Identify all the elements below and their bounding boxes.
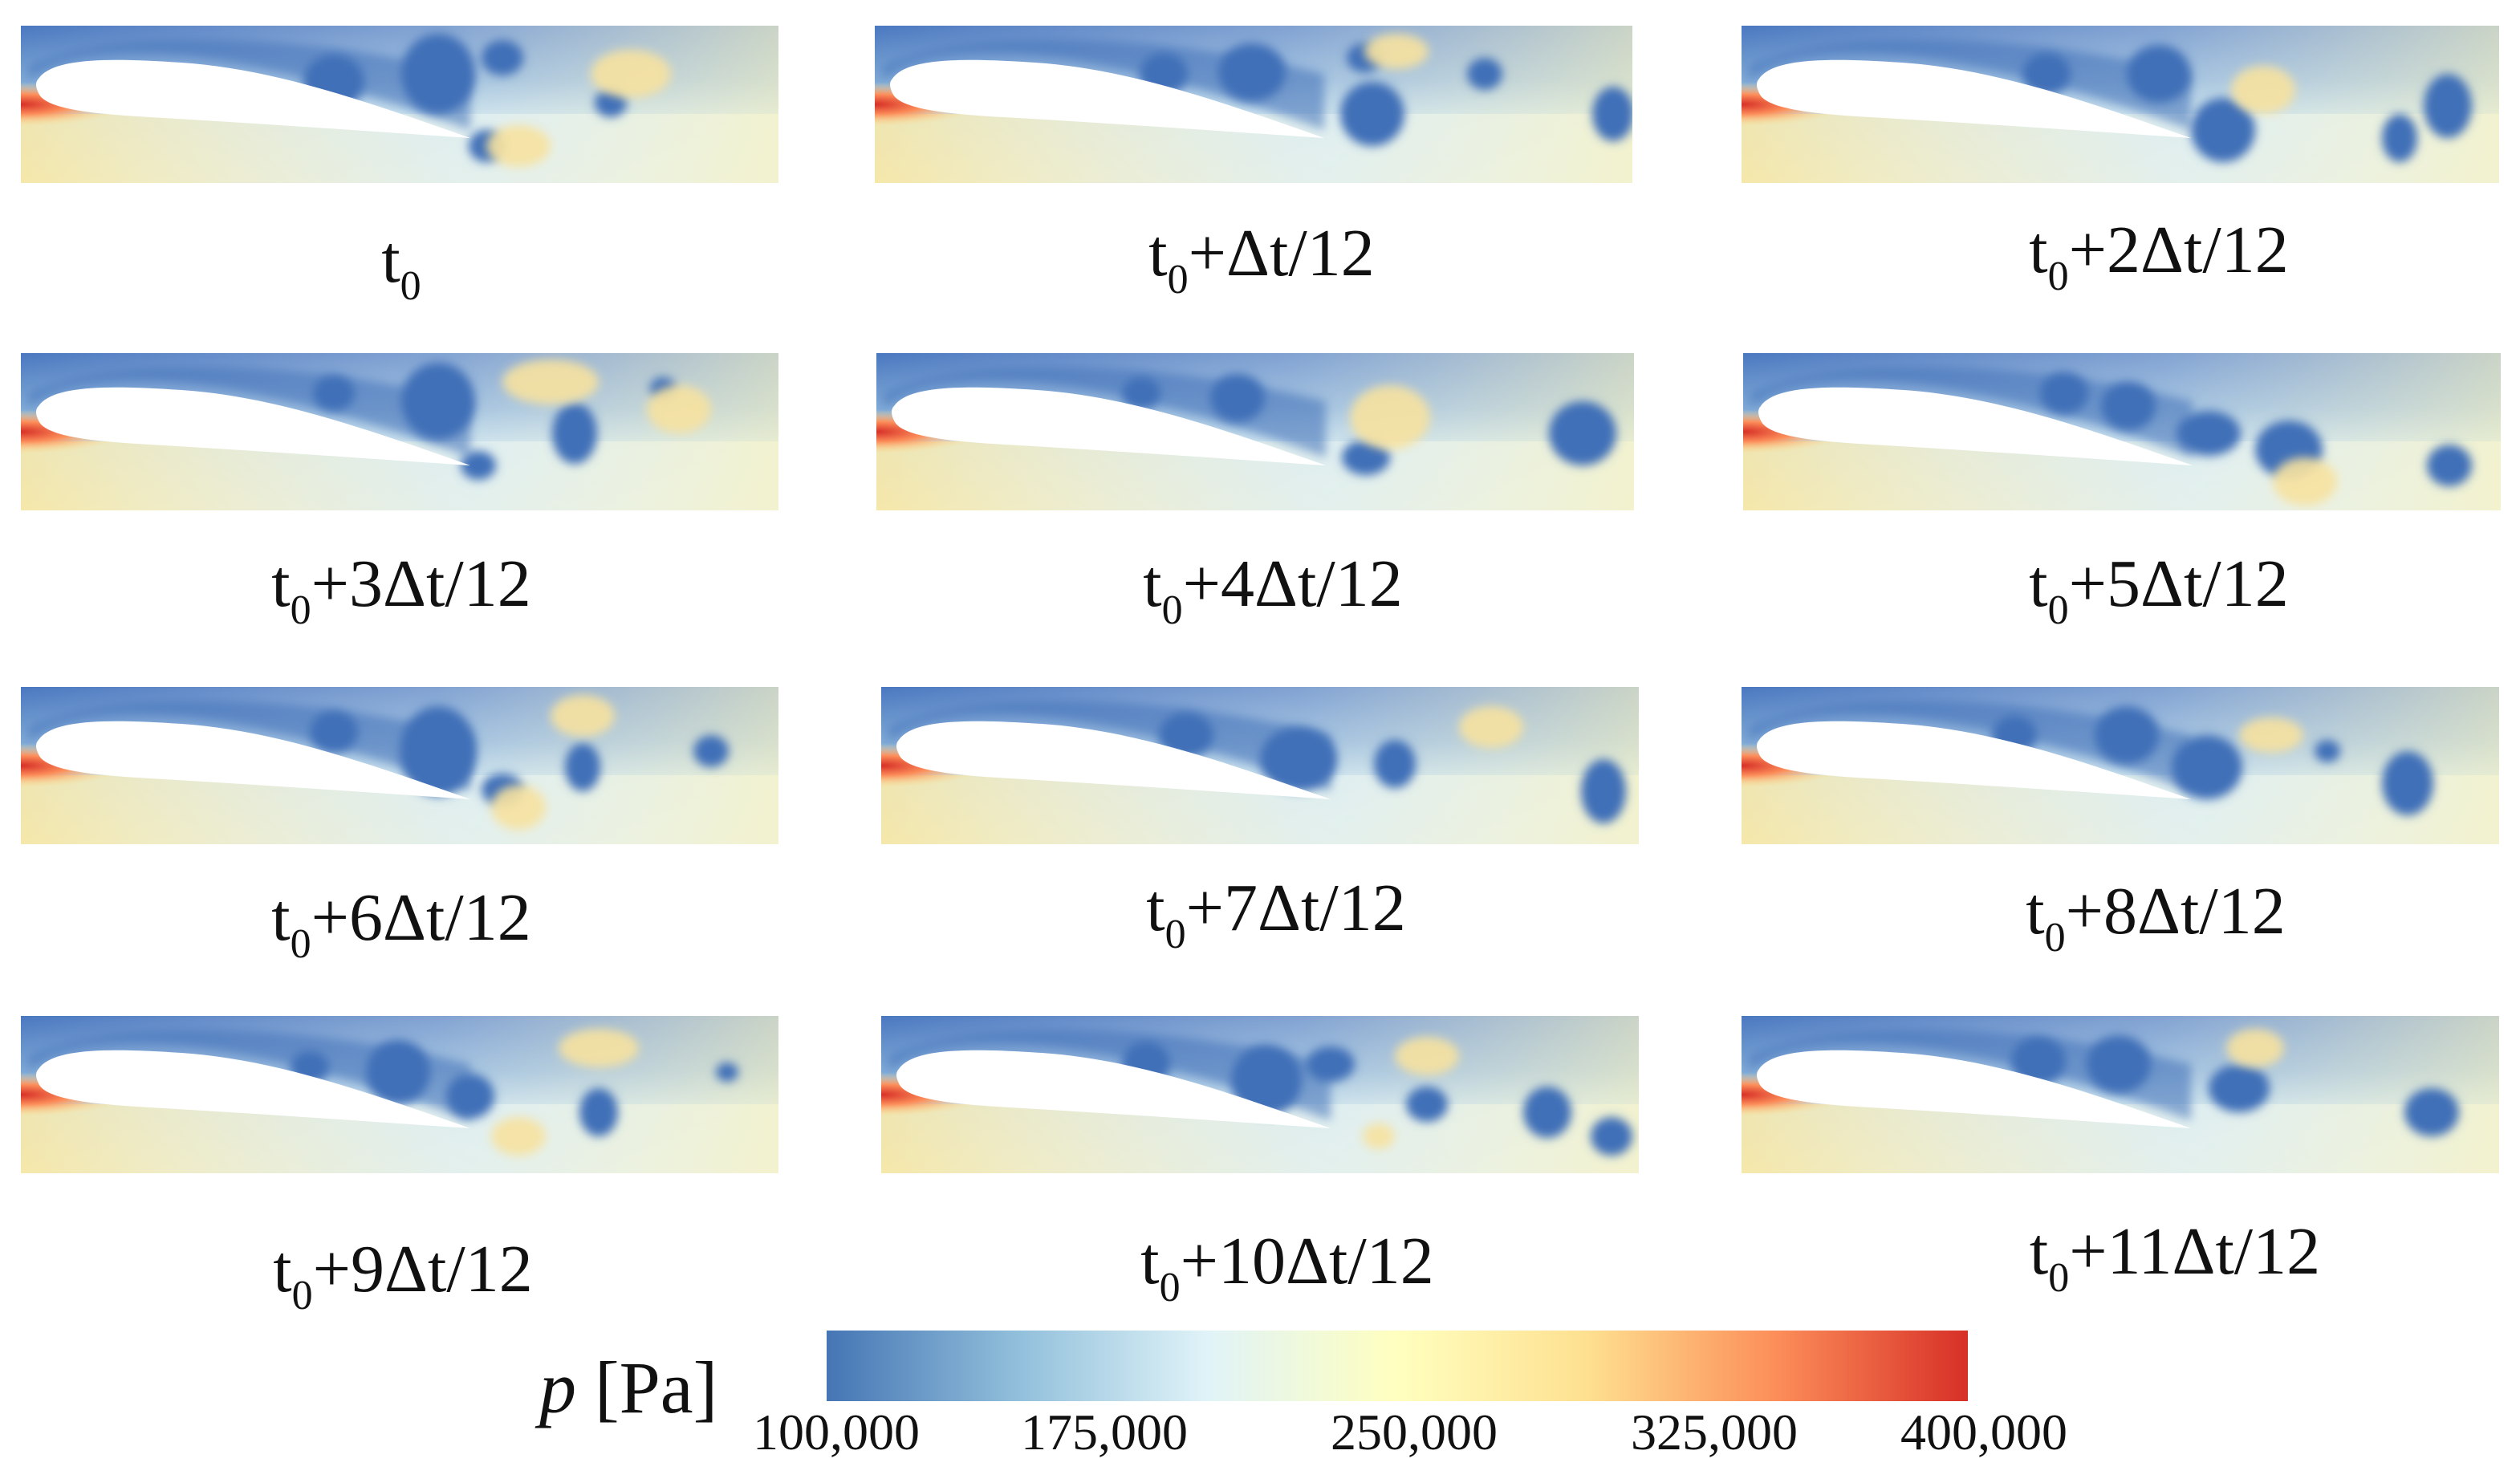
panel-label-3: t0+2Δt/12 xyxy=(2029,213,2289,299)
pressure-panel-4 xyxy=(21,353,778,510)
panel-label-1: t0 xyxy=(381,222,421,309)
pressure-panel-5 xyxy=(876,353,1634,510)
pressure-panel-11 xyxy=(881,1016,1639,1173)
panel-label-12: t0+11Δt/12 xyxy=(2029,1214,2321,1301)
colorbar-tick-4: 325,000 xyxy=(1631,1404,1798,1461)
panel-label-8: t0+7Δt/12 xyxy=(1146,871,1406,957)
airfoil-shape xyxy=(36,1050,470,1128)
airfoil-shape xyxy=(1758,387,2193,465)
pressure-field-plot xyxy=(21,687,778,844)
pressure-field-plot xyxy=(881,1016,1639,1173)
pressure-field-plot xyxy=(1743,353,2501,510)
panel-label-6: t0+5Δt/12 xyxy=(2029,546,2289,633)
panel-label-4: t0+3Δt/12 xyxy=(271,546,531,633)
airfoil-shape xyxy=(36,387,470,465)
colorbar-title: p [Pa] xyxy=(539,1347,718,1428)
airfoil-shape xyxy=(1757,721,2191,799)
pressure-panel-10 xyxy=(21,1016,778,1173)
pressure-panel-9 xyxy=(1742,687,2499,844)
pressure-field-plot xyxy=(21,353,778,510)
pressure-panel-8 xyxy=(881,687,1639,844)
pressure-field-plot xyxy=(1742,1016,2499,1173)
airfoil-shape xyxy=(36,721,470,799)
airfoil-shape xyxy=(36,59,470,138)
pressure-panel-3 xyxy=(1742,26,2499,183)
pressure-field-plot xyxy=(21,1016,778,1173)
panel-label-11: t0+10Δt/12 xyxy=(1140,1224,1434,1310)
panel-label-5: t0+4Δt/12 xyxy=(1143,546,1403,633)
pressure-panel-12 xyxy=(1742,1016,2499,1173)
pressure-field-plot xyxy=(875,26,1632,183)
panel-label-10: t0+9Δt/12 xyxy=(273,1232,533,1318)
colorbar xyxy=(827,1331,1968,1401)
colorbar-tick-2: 175,000 xyxy=(1021,1404,1188,1461)
airfoil-shape xyxy=(892,387,1326,465)
colorbar-tick-1: 100,000 xyxy=(753,1404,920,1461)
colorbar-tick-3: 250,000 xyxy=(1331,1404,1498,1461)
airfoil-shape xyxy=(1757,1050,2191,1128)
airfoil-shape xyxy=(896,1050,1331,1128)
pressure-field-plot xyxy=(1742,26,2499,183)
pressure-panel-1 xyxy=(21,26,778,183)
pressure-field-plot xyxy=(21,26,778,183)
pressure-panel-7 xyxy=(21,687,778,844)
pressure-panel-6 xyxy=(1743,353,2501,510)
colorbar-gradient xyxy=(827,1331,1968,1401)
pressure-field-plot xyxy=(876,353,1634,510)
airfoil-shape xyxy=(896,721,1331,799)
pressure-field-plot xyxy=(1742,687,2499,844)
panel-label-9: t0+8Δt/12 xyxy=(2026,874,2286,961)
airfoil-shape xyxy=(1757,59,2191,138)
panel-label-7: t0+6Δt/12 xyxy=(271,880,531,967)
pressure-field-plot xyxy=(881,687,1639,844)
airfoil-shape xyxy=(890,59,1324,138)
colorbar-tick-5: 400,000 xyxy=(1900,1404,2067,1461)
pressure-panel-2 xyxy=(875,26,1632,183)
panel-label-2: t0+Δt/12 xyxy=(1148,216,1375,303)
